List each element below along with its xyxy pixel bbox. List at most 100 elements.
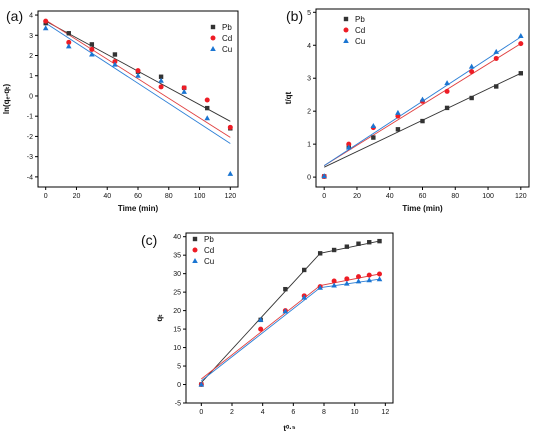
data-point-cu <box>395 109 401 115</box>
y-tick-label: -1 <box>27 114 33 121</box>
data-point-pb <box>518 71 524 76</box>
legend-label-cd: Cd <box>355 26 365 35</box>
y-tick-label: 3 <box>307 76 311 83</box>
data-point-cd <box>377 271 383 277</box>
data-point-cu <box>282 308 289 314</box>
legend-marker-pb <box>343 16 349 22</box>
panel-c-chart: (c) 0 2 4 6 8 10 12 -5 0 5 10 15 20 25 30 35 40 t⁰·⁵ qₜ Pb Cd… <box>141 232 394 433</box>
data-point-cd <box>395 113 401 119</box>
data-point-pb <box>371 135 376 140</box>
data-point-cu <box>444 80 450 86</box>
x-tick-label: 20 <box>353 193 361 200</box>
data-point-pb <box>205 105 210 111</box>
data-point-cd <box>356 274 361 280</box>
data-point-cd <box>444 88 450 94</box>
panel-label-b: (b) <box>286 8 303 24</box>
data-point-cu <box>366 277 373 283</box>
legend-label-pb: Pb <box>222 23 232 32</box>
data-point-cd <box>469 69 475 75</box>
x-tick-label: 10 <box>351 409 359 416</box>
x-tick-label: 20 <box>73 193 81 200</box>
y-tick-label: 25 <box>173 290 181 297</box>
data-point-cd <box>366 272 372 278</box>
plot-frame <box>185 232 394 404</box>
x-tick-label: 4 <box>261 409 265 416</box>
x-tick-label: 60 <box>419 193 427 200</box>
panel-label-c: (c) <box>141 232 157 248</box>
x-tick-label: 80 <box>165 193 173 200</box>
y-tick-label: 40 <box>173 234 181 241</box>
legend-marker-cd <box>343 27 349 33</box>
x-tick-label: 40 <box>386 193 394 200</box>
legend-marker-pb <box>192 236 198 242</box>
legend-label-pb: Pb <box>355 15 365 24</box>
data-point-cd <box>43 18 49 24</box>
x-tick-label: 40 <box>103 193 111 200</box>
data-point-cu <box>345 144 352 150</box>
y-tick-label: 4 <box>307 43 311 50</box>
data-point-cd <box>181 85 187 91</box>
fit-line-cd <box>45 19 231 138</box>
x-tick-label: 120 <box>224 193 236 200</box>
data-point-pb <box>344 244 350 249</box>
data-point-cd <box>135 68 141 74</box>
x-tick-label: 100 <box>194 193 206 200</box>
data-point-cu <box>158 77 164 83</box>
data-point-cu <box>257 316 264 322</box>
panel-b-chart: (b) 0 20 40 60 80 100 120 0 1 2 3 4 5 Time (min) t/qt Pb… <box>284 8 530 213</box>
data-point-cu <box>317 284 323 290</box>
data-point-cu <box>112 61 118 67</box>
y-tick-label: 35 <box>173 253 181 260</box>
data-point-cd <box>89 46 95 52</box>
panel-a-chart: (a) 0 20 40 60 80 100 120 -4 -3 -2 -1 0 1 2 3 4 Time (min… <box>2 8 239 213</box>
panel-label-a: (a) <box>6 8 23 24</box>
y-tick-label: 5 <box>307 10 311 17</box>
data-point-cd <box>66 39 72 45</box>
data-point-cu <box>468 63 475 69</box>
y-tick-label: 0 <box>307 175 311 182</box>
data-point-pb <box>302 267 307 273</box>
data-point-cd <box>518 41 524 47</box>
data-point-cu <box>370 123 377 129</box>
legend-label-pb: Pb <box>204 235 214 244</box>
y-tick-label: 30 <box>173 271 181 278</box>
x-tick-label: 12 <box>381 409 389 416</box>
y-tick-label: 1 <box>307 142 311 149</box>
data-point-pb <box>89 42 95 47</box>
data-point-cu <box>419 96 426 102</box>
x-tick-label: 0 <box>199 409 203 416</box>
y-tick-label: 2 <box>29 53 33 60</box>
y-axis-title: ln(qₑ-qₜ) <box>2 84 11 115</box>
data-point-cd <box>344 276 350 282</box>
data-point-pb <box>420 118 425 124</box>
legend-marker-cu <box>210 46 216 51</box>
fit-line-cd <box>201 273 380 380</box>
data-point-cd <box>158 84 164 90</box>
data-point-cu <box>204 115 211 121</box>
y-tick-label: 1 <box>29 73 33 80</box>
x-tick-label: 120 <box>515 193 527 200</box>
x-axis-title: t⁰·⁵ <box>283 424 296 433</box>
legend-marker-cd <box>192 247 198 253</box>
x-tick-label: 0 <box>44 193 48 200</box>
legend-label-cu: Cu <box>355 37 365 46</box>
y-tick-label: 5 <box>177 364 181 371</box>
fit-line-pb <box>200 240 380 384</box>
legend-marker-cu <box>343 38 349 43</box>
x-tick-label: 100 <box>482 193 494 200</box>
y-tick-label: 2 <box>307 109 311 116</box>
y-tick-label: -5 <box>175 401 181 408</box>
x-tick-label: 80 <box>451 193 459 200</box>
y-tick-label: -4 <box>27 174 33 181</box>
legend-marker-cd <box>210 35 216 41</box>
fit-line-cu <box>201 278 380 382</box>
legend-marker-cu <box>192 258 198 263</box>
legend-label-cu: Cu <box>204 257 214 266</box>
data-point-pb <box>317 251 323 256</box>
fit-line-cd <box>323 43 522 166</box>
y-tick-label: 10 <box>173 345 181 352</box>
data-point-pb <box>112 52 118 57</box>
y-tick-label: -2 <box>27 134 33 141</box>
data-point-cd <box>112 59 118 65</box>
